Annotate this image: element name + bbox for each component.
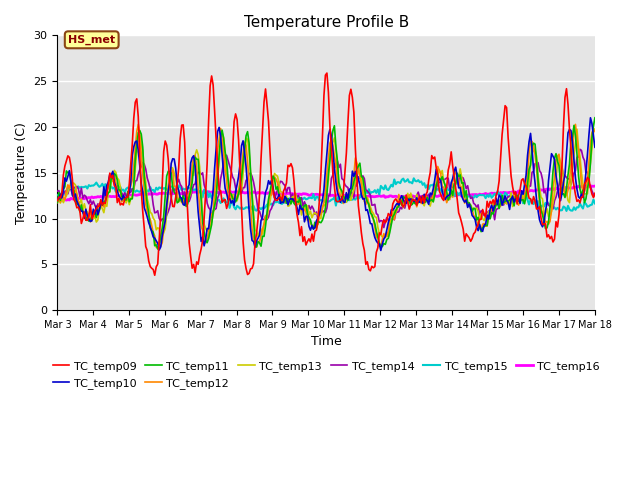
TC_temp15	[410, 176, 418, 181]
TC_temp15	[564, 203, 572, 209]
TC_temp09	[323, 70, 331, 76]
TC_temp13	[157, 239, 164, 245]
TC_temp16	[55, 197, 63, 203]
TC_temp09	[151, 272, 159, 278]
Line: TC_temp11: TC_temp11	[58, 118, 595, 249]
TC_temp14	[380, 225, 388, 230]
TC_temp14	[563, 175, 570, 180]
TC_temp15	[120, 187, 127, 192]
TC_temp10	[241, 149, 248, 155]
TC_temp12	[563, 193, 570, 199]
TC_temp12	[154, 245, 161, 251]
TC_temp16	[121, 192, 129, 198]
TC_temp10	[563, 150, 570, 156]
TC_temp12	[591, 129, 599, 134]
TC_temp16	[591, 183, 599, 189]
TC_temp12	[215, 137, 223, 143]
Line: TC_temp16: TC_temp16	[58, 186, 595, 200]
TC_temp14	[576, 146, 584, 152]
TC_temp09	[54, 198, 61, 204]
TC_temp13	[54, 197, 61, 203]
TC_temp10	[591, 144, 599, 150]
TC_temp13	[290, 194, 298, 200]
TC_temp09	[215, 187, 223, 192]
TC_temp12	[54, 200, 61, 205]
TC_temp13	[591, 126, 599, 132]
TC_temp15	[591, 201, 599, 206]
Line: TC_temp14: TC_temp14	[58, 149, 595, 228]
TC_temp14	[241, 185, 248, 191]
TC_temp09	[290, 179, 298, 184]
Text: HS_met: HS_met	[68, 35, 115, 45]
TC_temp16	[242, 190, 250, 196]
Line: TC_temp09: TC_temp09	[58, 73, 595, 275]
TC_temp15	[563, 208, 570, 214]
Legend: TC_temp09, TC_temp10, TC_temp11, TC_temp12, TC_temp13, TC_temp14, TC_temp15, TC_: TC_temp09, TC_temp10, TC_temp11, TC_temp…	[48, 357, 604, 393]
TC_temp13	[233, 198, 241, 204]
TC_temp16	[54, 197, 61, 203]
TC_temp14	[214, 195, 221, 201]
TC_temp12	[572, 121, 579, 127]
Line: TC_temp13: TC_temp13	[58, 129, 595, 242]
Title: Temperature Profile B: Temperature Profile B	[244, 15, 409, 30]
TC_temp12	[290, 200, 298, 205]
TC_temp11	[154, 246, 161, 252]
Line: TC_temp15: TC_temp15	[58, 179, 595, 211]
TC_temp14	[232, 185, 239, 191]
Line: TC_temp10: TC_temp10	[58, 118, 595, 251]
TC_temp15	[214, 198, 221, 204]
TC_temp12	[120, 194, 127, 200]
TC_temp14	[120, 193, 127, 199]
TC_temp15	[241, 205, 248, 211]
TC_temp13	[242, 135, 250, 141]
TC_temp11	[242, 133, 250, 139]
TC_temp15	[289, 195, 296, 201]
TC_temp11	[591, 115, 599, 120]
TC_temp10	[54, 195, 61, 201]
TC_temp10	[587, 115, 595, 120]
TC_temp10	[120, 192, 127, 198]
TC_temp09	[120, 202, 127, 208]
TC_temp16	[233, 190, 241, 196]
TC_temp16	[215, 190, 223, 196]
Y-axis label: Temperature (C): Temperature (C)	[15, 122, 28, 224]
TC_temp12	[242, 143, 250, 148]
TC_temp11	[54, 200, 61, 205]
TC_temp16	[290, 192, 298, 197]
TC_temp14	[54, 188, 61, 194]
TC_temp16	[587, 183, 595, 189]
TC_temp16	[563, 184, 570, 190]
TC_temp14	[289, 191, 296, 197]
TC_temp13	[563, 189, 570, 194]
TC_temp11	[215, 152, 223, 158]
X-axis label: Time: Time	[311, 336, 342, 348]
TC_temp11	[290, 201, 298, 206]
TC_temp12	[233, 193, 241, 199]
TC_temp10	[214, 129, 221, 134]
TC_temp09	[564, 101, 572, 107]
TC_temp10	[377, 248, 385, 253]
TC_temp10	[232, 189, 239, 194]
TC_temp15	[232, 206, 239, 212]
TC_temp11	[120, 194, 127, 200]
TC_temp09	[233, 117, 241, 122]
TC_temp10	[289, 196, 296, 202]
TC_temp11	[563, 186, 570, 192]
Line: TC_temp12: TC_temp12	[58, 124, 595, 248]
TC_temp09	[242, 265, 250, 271]
TC_temp14	[591, 193, 599, 199]
TC_temp11	[233, 195, 241, 201]
TC_temp13	[215, 159, 223, 165]
TC_temp13	[120, 197, 127, 203]
TC_temp09	[591, 191, 599, 196]
TC_temp15	[54, 192, 61, 198]
